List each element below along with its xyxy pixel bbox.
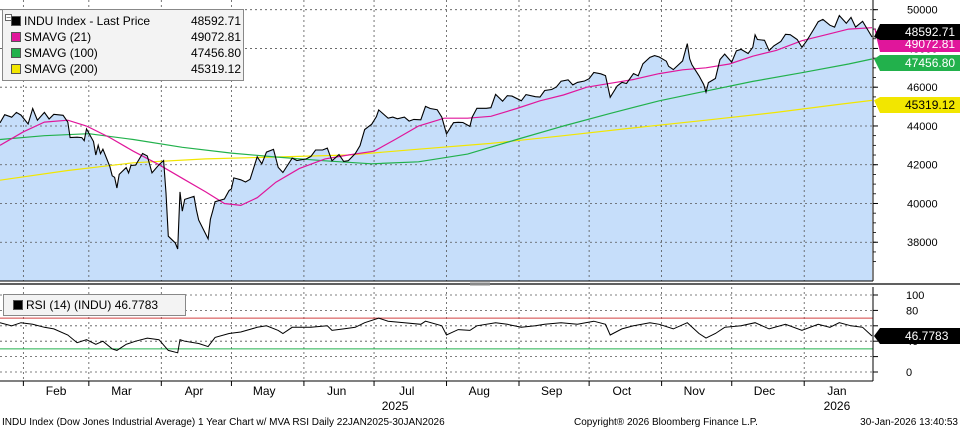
- last-value-tag-label: 47456.80: [905, 56, 955, 70]
- price-y-tick-label: 38000: [907, 237, 938, 249]
- price-y-tick-label: 46000: [907, 82, 938, 94]
- rsi-y-tick-label: 80: [906, 305, 918, 317]
- legend-item-smavg-100: SMAVG (100) 47456.80: [11, 45, 241, 61]
- rsi-line: [0, 317, 873, 354]
- last-value-tag: [874, 97, 960, 113]
- legend-swatch-smavg-100: [11, 48, 21, 58]
- last-value-tag-label: 45319.12: [905, 98, 955, 112]
- series-line-smavg-100-: [0, 58, 873, 165]
- x-month-label: May: [253, 384, 276, 398]
- legend-swatch-rsi: [13, 300, 23, 310]
- legend-label: SMAVG (200): [24, 62, 98, 76]
- price-y-tick-label: 44000: [907, 121, 938, 133]
- last-value-tag-label: 48592.71: [905, 25, 955, 39]
- legend-swatch-last-price: [11, 16, 21, 26]
- rsi-y-tick-label: 0: [906, 367, 912, 379]
- legend-label: SMAVG (21): [24, 30, 92, 44]
- x-month-label: Aug: [469, 384, 490, 398]
- legend-value: 47456.80: [190, 46, 241, 60]
- rsi-last-value-tag: [874, 327, 960, 344]
- series-line-smavg-200-: [0, 99, 873, 181]
- rsi-legend-label: RSI (14) (INDU): [26, 298, 112, 312]
- legend-value: 45319.12: [190, 62, 241, 76]
- legend-label: SMAVG (100): [24, 46, 98, 60]
- legend-swatch-smavg-200: [11, 64, 21, 74]
- x-year-label: 2025: [382, 399, 409, 413]
- x-month-label: Feb: [46, 384, 67, 398]
- last-value-tag: [874, 55, 960, 71]
- price-y-tick-label: 42000: [907, 160, 938, 172]
- x-month-label: Sep: [541, 384, 563, 398]
- last-value-tag: [874, 24, 960, 40]
- last-value-tag-label: 49072.81: [905, 37, 955, 51]
- legend-item-smavg-21: SMAVG (21) 49072.81: [11, 29, 241, 45]
- x-month-label: Dec: [754, 384, 775, 398]
- footer-copyright: Copyright® 2026 Bloomberg Finance L.P.: [574, 417, 758, 428]
- rsi-legend: RSI (14) (INDU) 46.7783: [3, 294, 186, 316]
- x-year-label: 2026: [824, 399, 851, 413]
- x-month-label: Jan: [827, 384, 846, 398]
- legend-item-last-price: INDU Index - Last Price 48592.71: [11, 13, 241, 29]
- price-legend: − INDU Index - Last Price 48592.71 SMAVG …: [2, 9, 244, 81]
- footer-timestamp: 30-Jan-2026 13:40:53: [860, 417, 958, 428]
- series-line-last-price: [0, 14, 873, 250]
- legend-swatch-smavg-21: [11, 32, 21, 42]
- x-month-label: Jun: [327, 384, 346, 398]
- rsi-y-tick-label: 100: [906, 290, 924, 302]
- legend-value: 48592.71: [190, 14, 241, 28]
- x-month-label: Oct: [613, 384, 632, 398]
- x-month-label: Mar: [111, 384, 132, 398]
- legend-item-smavg-200: SMAVG (200) 45319.12: [11, 61, 241, 77]
- rsi-legend-value: 46.7783: [114, 298, 159, 312]
- legend-value: 49072.81: [190, 30, 241, 44]
- x-month-label: Nov: [684, 384, 705, 398]
- rsi-last-value-tag-label: 46.7783: [905, 329, 949, 343]
- chart-canvas: 3800040000420004400046000480005000049072…: [0, 0, 960, 414]
- price-y-tick-label: 50000: [907, 5, 938, 17]
- x-month-label: Apr: [185, 384, 204, 398]
- x-month-label: Jul: [399, 384, 414, 398]
- footer-description: INDU Index (Dow Jones Industrial Average…: [2, 417, 445, 428]
- legend-label: INDU Index - Last Price: [24, 14, 151, 28]
- price-y-tick-label: 40000: [907, 198, 938, 210]
